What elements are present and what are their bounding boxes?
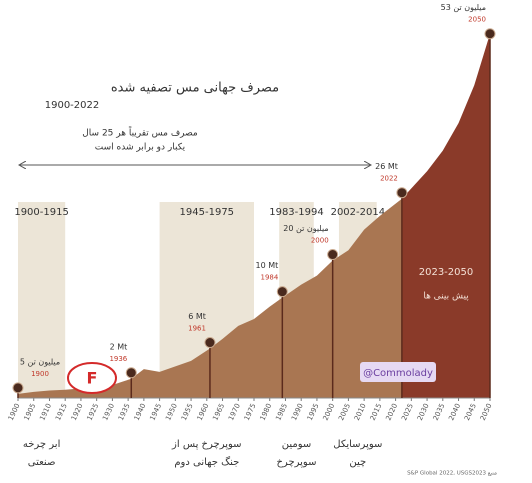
period-caption: صنعتی — [28, 457, 56, 468]
x-tick-label: 1985 — [274, 402, 289, 422]
logo: F — [67, 362, 117, 394]
x-tick-label: 2045 — [463, 402, 478, 422]
x-tick-label: 1925 — [86, 402, 101, 422]
point-amount: 53 میلیون تن — [441, 3, 486, 12]
x-tick-label: 1960 — [196, 402, 211, 422]
projection-label: 2023-2050 — [419, 267, 474, 278]
point-year: 1936 — [109, 355, 127, 363]
source: S&P Global 2022, USGS2023 منبع — [407, 471, 497, 477]
area — [401, 33, 490, 398]
point-amount: 10 Mt — [256, 261, 279, 270]
x-tick-label: 1980 — [259, 402, 274, 422]
area — [18, 198, 402, 398]
projection-caption: پیش بینی ها — [423, 292, 469, 302]
x-tick-label: 2050 — [479, 402, 494, 422]
point-year: 1900 — [31, 370, 49, 378]
period-label: 1900-1915 — [14, 207, 69, 218]
point-amount: 6 Mt — [188, 312, 206, 321]
point-year: 2050 — [468, 16, 486, 24]
point-marker — [125, 367, 137, 379]
period-caption: سوپرچرخ پس از — [171, 439, 242, 450]
point-year: 2000 — [311, 237, 329, 245]
x-tick-label: 1905 — [23, 402, 38, 422]
x-tick-label: 1945 — [148, 402, 163, 422]
point-year: 2022 — [380, 175, 398, 183]
period-caption: سوپرچرخ — [276, 457, 316, 468]
point-amount: 26 Mt — [375, 162, 398, 171]
point-year: 1961 — [188, 325, 206, 333]
note-line: مصرف مس تقریباً هر 25 سال — [82, 126, 198, 139]
period-label: 1983-1994 — [269, 207, 324, 218]
x-tick-label: 1920 — [70, 402, 85, 422]
period-caption: چین — [349, 457, 366, 468]
x-tick-label: 2015 — [369, 402, 384, 422]
x-tick-label: 2000 — [322, 402, 337, 422]
x-tick-label: 2035 — [432, 402, 447, 422]
period-caption: سومین — [282, 439, 312, 450]
point-amount: 20 میلیون تن — [283, 224, 328, 233]
point-amount: 5 میلیون تن — [20, 357, 60, 366]
plot-area: 1900 1905 1910 1915 1920 1925 1930 1935 1940 1945… — [7, 3, 496, 422]
x-tick-label: 2030 — [416, 402, 431, 422]
x-tick-label: 1940 — [133, 402, 148, 422]
x-tick-label: 2025 — [400, 402, 415, 422]
watermark: @Commolady — [363, 368, 433, 379]
x-tick-label: 1995 — [306, 402, 321, 422]
period-caption: سوپرسایکل — [333, 439, 382, 450]
x-tick-label: 1950 — [164, 402, 179, 422]
x-tick-label: 2020 — [384, 402, 399, 422]
period-caption: جنگ جهانی دوم — [174, 456, 239, 468]
point-marker — [484, 28, 496, 40]
x-tick-label: 1955 — [180, 402, 195, 422]
point-year: 1984 — [260, 274, 278, 282]
period-caption: ابر چرخه — [23, 439, 61, 450]
x-tick-label: 1935 — [117, 402, 132, 422]
period-band — [18, 202, 66, 398]
period-label: 2002-2014 — [331, 207, 386, 218]
x-tick-label: 1910 — [38, 402, 53, 422]
x-tick-label: 2010 — [353, 402, 368, 422]
point-amount: 2 Mt — [110, 342, 128, 351]
x-tick-label: 1900 — [7, 402, 22, 422]
logo-letter: F — [87, 369, 98, 388]
x-tick-label: 1990 — [290, 402, 305, 422]
note-line: یکبار دو برابر شده است — [95, 143, 186, 153]
point-marker — [12, 382, 24, 394]
x-tick-label: 1975 — [243, 402, 258, 422]
period-label: 1945-1975 — [180, 207, 235, 218]
x-tick-label: 1970 — [227, 402, 242, 422]
chart-title: مصرف جهانی مس تصفیه شده — [111, 81, 279, 96]
chart-subtitle: 1900-2022 — [45, 100, 100, 111]
watermark-box — [360, 362, 436, 382]
point-marker — [327, 249, 339, 261]
point-marker — [276, 286, 288, 298]
x-tick-label: 1965 — [211, 402, 226, 422]
x-tick-label: 2040 — [447, 402, 462, 422]
point-marker — [396, 187, 408, 199]
point-marker — [204, 337, 216, 349]
x-tick-label: 2005 — [337, 402, 352, 422]
x-tick-label: 1915 — [54, 402, 69, 422]
x-tick-label: 1930 — [101, 402, 116, 422]
